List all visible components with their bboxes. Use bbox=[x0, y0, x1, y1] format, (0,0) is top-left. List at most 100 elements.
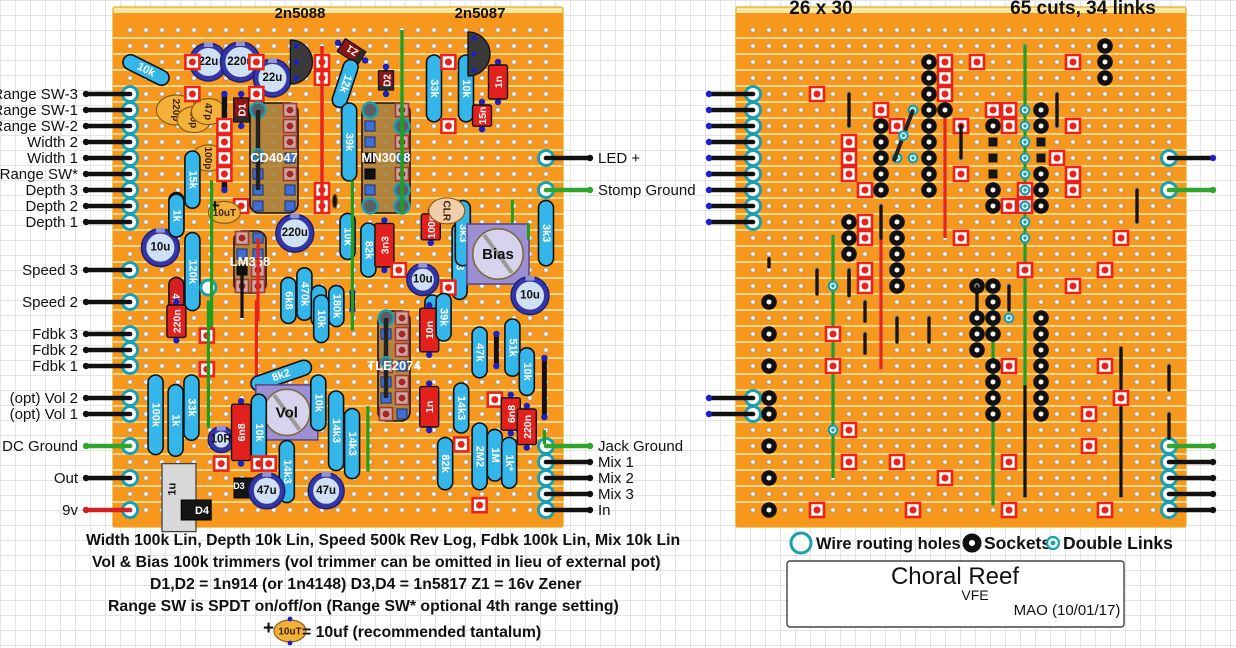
svg-text:DC Ground: DC Ground bbox=[2, 438, 78, 455]
svg-text:Mix 3: Mix 3 bbox=[598, 486, 634, 503]
svg-text:Range SW-2: Range SW-2 bbox=[0, 118, 78, 135]
svg-text:Fdbk 2: Fdbk 2 bbox=[32, 342, 78, 359]
svg-text:Mix 2: Mix 2 bbox=[598, 470, 634, 487]
svg-text:(opt) Vol 1: (opt) Vol 1 bbox=[10, 406, 78, 423]
svg-text:10R: 10R bbox=[211, 434, 233, 446]
svg-text:180k: 180k bbox=[330, 294, 342, 319]
svg-text:10k: 10k bbox=[312, 394, 324, 413]
svg-text:26 x 30: 26 x 30 bbox=[789, 0, 852, 19]
svg-text:Double Links: Double Links bbox=[1063, 533, 1173, 553]
svg-text:10n: 10n bbox=[424, 321, 436, 339]
svg-text:14k3: 14k3 bbox=[281, 459, 293, 483]
svg-text:15k: 15k bbox=[186, 170, 198, 189]
svg-text:82k: 82k bbox=[439, 454, 451, 473]
svg-text:220u: 220u bbox=[282, 227, 308, 239]
svg-text:22u: 22u bbox=[198, 56, 218, 68]
svg-text:Choral Reef: Choral Reef bbox=[891, 563, 1019, 590]
svg-text:39k: 39k bbox=[438, 308, 450, 327]
svg-text:Vol & Bias 100k trimmers (vol: Vol & Bias 100k trimmers (vol trimmer ca… bbox=[92, 554, 661, 571]
svg-text:Range SW-1: Range SW-1 bbox=[0, 102, 78, 119]
svg-text:10k: 10k bbox=[253, 423, 265, 442]
svg-text:D3: D3 bbox=[233, 481, 245, 491]
svg-text:Bias: Bias bbox=[482, 246, 514, 263]
svg-text:1k: 1k bbox=[170, 209, 182, 222]
svg-text:CLR: CLR bbox=[440, 201, 451, 222]
svg-text:In: In bbox=[598, 502, 611, 519]
svg-text:CD4047: CD4047 bbox=[250, 150, 298, 165]
svg-text:10u: 10u bbox=[413, 274, 433, 286]
svg-text:TLE2074: TLE2074 bbox=[367, 358, 421, 373]
svg-text:220n: 220n bbox=[522, 415, 534, 439]
svg-text:2n5088: 2n5088 bbox=[275, 5, 326, 22]
svg-text:Jack Ground: Jack Ground bbox=[598, 438, 683, 455]
svg-text:47p: 47p bbox=[202, 103, 213, 120]
svg-text:LED +: LED + bbox=[598, 150, 640, 167]
svg-text:= 10uf (recommended tantalum): = 10uf (recommended tantalum) bbox=[302, 624, 541, 641]
svg-text:Width 100k Lin, Depth 10k Lin,: Width 100k Lin, Depth 10k Lin, Speed 500… bbox=[86, 532, 680, 549]
svg-text:MAO (10/01/17): MAO (10/01/17) bbox=[1014, 602, 1121, 619]
svg-text:3k3: 3k3 bbox=[540, 224, 552, 242]
svg-text:10k: 10k bbox=[460, 79, 472, 98]
svg-text:47u: 47u bbox=[316, 485, 336, 497]
svg-text:47k: 47k bbox=[474, 343, 486, 362]
svg-text:51k: 51k bbox=[506, 338, 518, 357]
svg-text:2M2: 2M2 bbox=[474, 446, 486, 467]
svg-text:39k: 39k bbox=[343, 133, 355, 152]
svg-text:3n3: 3n3 bbox=[379, 236, 391, 254]
svg-text:Speed 2: Speed 2 bbox=[22, 294, 78, 311]
svg-text:Fdbk 3: Fdbk 3 bbox=[32, 326, 78, 343]
svg-text:10u: 10u bbox=[150, 242, 170, 254]
svg-text:1n: 1n bbox=[493, 76, 505, 88]
svg-text:22u: 22u bbox=[262, 72, 282, 84]
svg-text:1k*: 1k* bbox=[503, 455, 515, 472]
svg-text:1M: 1M bbox=[489, 448, 501, 463]
svg-text:2n5087: 2n5087 bbox=[455, 5, 506, 22]
svg-text:9v: 9v bbox=[62, 502, 78, 519]
svg-text:33k: 33k bbox=[185, 398, 197, 417]
svg-text:Depth 2: Depth 2 bbox=[25, 198, 78, 215]
svg-text:D1,D2 = 1n914 (or 1n4148) D3: D1,D2 = 1n914 (or 1n4148) D3,D4 = 1n5817… bbox=[150, 576, 582, 593]
svg-text:1u: 1u bbox=[167, 483, 179, 496]
svg-text:Fdbk 1: Fdbk 1 bbox=[32, 358, 78, 375]
svg-text:Width 2: Width 2 bbox=[27, 134, 78, 151]
svg-text:10u: 10u bbox=[520, 290, 540, 302]
svg-text:65 cuts, 34 links: 65 cuts, 34 links bbox=[1010, 0, 1156, 19]
svg-text:Range SW-3: Range SW-3 bbox=[0, 86, 78, 103]
svg-text:LM358: LM358 bbox=[230, 254, 270, 269]
svg-text:14k3: 14k3 bbox=[346, 431, 358, 455]
svg-text:82k: 82k bbox=[362, 241, 374, 260]
svg-text:6n8: 6n8 bbox=[236, 423, 248, 441]
svg-text:D1: D1 bbox=[238, 103, 249, 116]
svg-text:1n: 1n bbox=[424, 401, 436, 413]
svg-text:Wire routing holes: Wire routing holes bbox=[816, 535, 961, 553]
svg-text:Stomp Ground: Stomp Ground bbox=[598, 182, 696, 199]
svg-text:33k: 33k bbox=[428, 79, 440, 98]
svg-text:15n: 15n bbox=[477, 107, 489, 125]
svg-text:Depth 1: Depth 1 bbox=[25, 214, 78, 231]
svg-text:Sockets: Sockets bbox=[984, 533, 1051, 553]
svg-text:Range SW*: Range SW* bbox=[0, 166, 78, 183]
svg-text:Vol: Vol bbox=[276, 404, 298, 421]
svg-text:Out: Out bbox=[54, 470, 79, 487]
svg-text:47u: 47u bbox=[257, 485, 277, 497]
svg-text:14k3: 14k3 bbox=[330, 419, 342, 443]
svg-text:Depth 3: Depth 3 bbox=[25, 182, 78, 199]
svg-text:VFE: VFE bbox=[961, 587, 988, 603]
svg-text:+: + bbox=[263, 618, 274, 639]
svg-text:14k3: 14k3 bbox=[455, 396, 467, 420]
svg-text:10uT: 10uT bbox=[278, 627, 301, 638]
svg-text:120k: 120k bbox=[186, 259, 198, 284]
svg-text:Mix 1: Mix 1 bbox=[598, 454, 634, 471]
svg-text:D4: D4 bbox=[195, 505, 210, 517]
svg-text:10k: 10k bbox=[521, 362, 533, 381]
svg-text:220n: 220n bbox=[171, 309, 183, 333]
svg-text:6n8: 6n8 bbox=[506, 405, 518, 423]
svg-text:Speed 3: Speed 3 bbox=[22, 262, 78, 279]
svg-text:470k: 470k bbox=[298, 282, 310, 307]
svg-text:100p: 100p bbox=[202, 147, 213, 170]
svg-text:6k8: 6k8 bbox=[282, 291, 294, 309]
svg-text:D2: D2 bbox=[383, 74, 394, 87]
svg-text:Range SW is SPDT on/off/on (Ra: Range SW is SPDT on/off/on (Range SW* op… bbox=[108, 598, 619, 615]
svg-text:Width 1: Width 1 bbox=[27, 150, 78, 167]
svg-text:100k: 100k bbox=[150, 403, 162, 428]
